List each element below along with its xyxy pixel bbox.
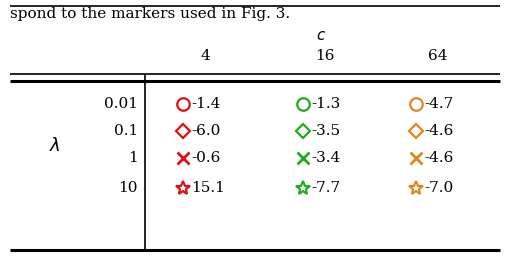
Text: $\lambda$: $\lambda$ xyxy=(49,137,61,155)
Text: -6.0: -6.0 xyxy=(190,124,220,138)
Text: -1.4: -1.4 xyxy=(190,97,220,111)
Text: 15.1: 15.1 xyxy=(190,181,224,195)
Text: -4.7: -4.7 xyxy=(423,97,452,111)
Text: -7.0: -7.0 xyxy=(423,181,452,195)
Text: 0.1: 0.1 xyxy=(114,124,138,138)
Text: 1: 1 xyxy=(128,151,138,165)
Text: -1.3: -1.3 xyxy=(311,97,339,111)
Text: 64: 64 xyxy=(427,49,447,63)
Text: spond to the markers used in Fig. 3.: spond to the markers used in Fig. 3. xyxy=(10,7,289,21)
Text: 10: 10 xyxy=(118,181,138,195)
Text: $c$: $c$ xyxy=(316,28,326,44)
Text: 4: 4 xyxy=(200,49,210,63)
Text: 16: 16 xyxy=(315,49,334,63)
Text: -3.4: -3.4 xyxy=(311,151,339,165)
Text: -3.5: -3.5 xyxy=(311,124,339,138)
Text: 0.01: 0.01 xyxy=(104,97,138,111)
Text: -4.6: -4.6 xyxy=(423,151,452,165)
Text: -4.6: -4.6 xyxy=(423,124,452,138)
Text: -0.6: -0.6 xyxy=(190,151,220,165)
Text: -7.7: -7.7 xyxy=(311,181,339,195)
